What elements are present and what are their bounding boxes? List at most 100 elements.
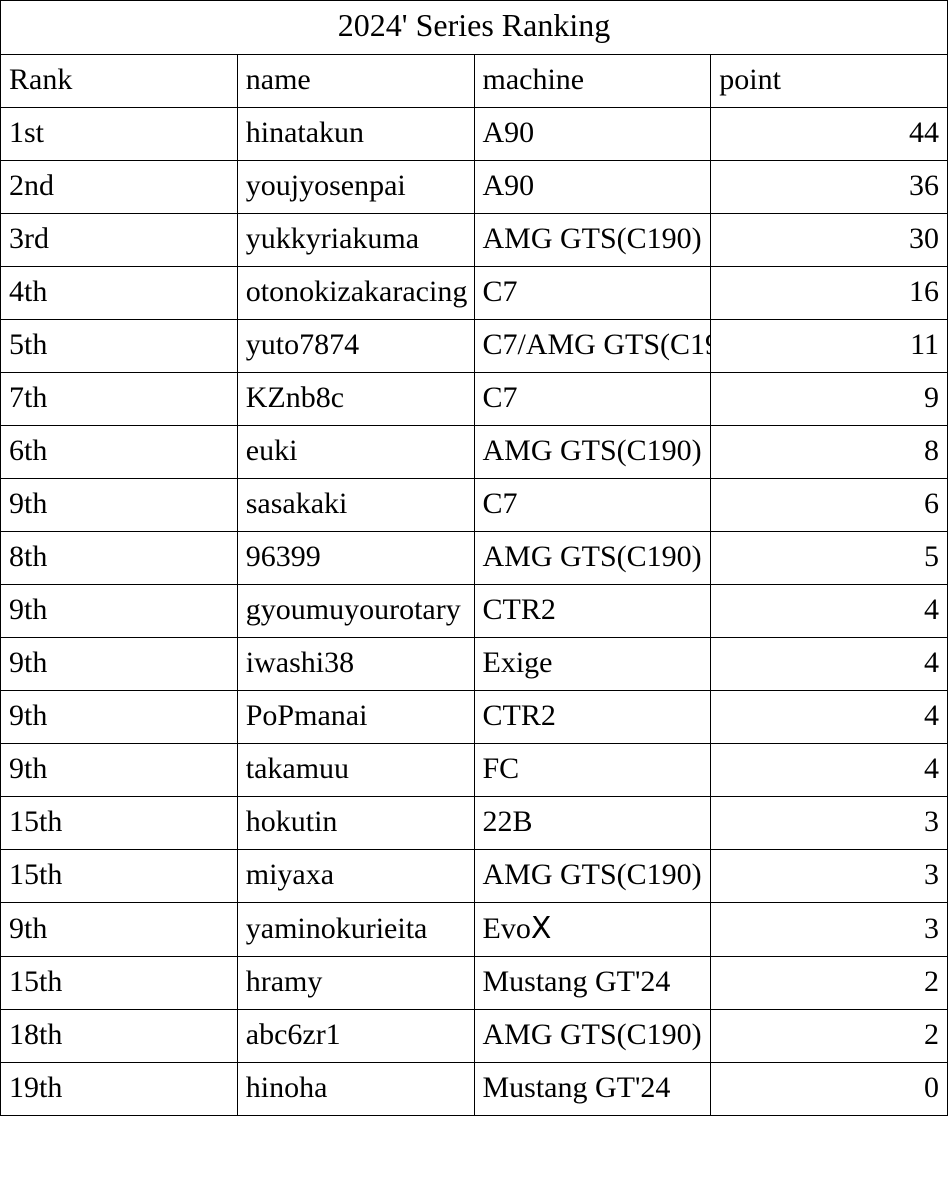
cell-rank: 9th	[1, 903, 238, 957]
cell-machine: Mustang GT'24	[474, 1063, 711, 1116]
header-machine: machine	[474, 55, 711, 108]
title-row: 2024' Series Ranking	[1, 1, 948, 55]
cell-rank: 15th	[1, 797, 238, 850]
cell-machine: C7	[474, 479, 711, 532]
cell-point: 11	[711, 320, 948, 373]
cell-machine: C7	[474, 373, 711, 426]
cell-rank: 9th	[1, 638, 238, 691]
cell-rank: 15th	[1, 850, 238, 903]
cell-point: 36	[711, 161, 948, 214]
cell-name: yukkyriakuma	[237, 214, 474, 267]
table-row: 18thabc6zr1AMG GTS(C190)2	[1, 1010, 948, 1063]
cell-rank: 15th	[1, 957, 238, 1010]
cell-rank: 7th	[1, 373, 238, 426]
cell-name: iwashi38	[237, 638, 474, 691]
cell-rank: 1st	[1, 108, 238, 161]
cell-machine: CTR2	[474, 585, 711, 638]
cell-name: hinoha	[237, 1063, 474, 1116]
cell-name: hinatakun	[237, 108, 474, 161]
header-row: Rank name machine point	[1, 55, 948, 108]
cell-name: youjyosenpai	[237, 161, 474, 214]
cell-name: yaminokurieita	[237, 903, 474, 957]
cell-name: euki	[237, 426, 474, 479]
cell-name: hramy	[237, 957, 474, 1010]
cell-name: gyoumuyourotary	[237, 585, 474, 638]
table-row: 9thtakamuuFC4	[1, 744, 948, 797]
cell-machine: Exige	[474, 638, 711, 691]
table-row: 5thyuto7874C7/AMG GTS(C190)11	[1, 320, 948, 373]
cell-machine: AMG GTS(C190)	[474, 850, 711, 903]
cell-machine: C7/AMG GTS(C190)	[474, 320, 711, 373]
cell-rank: 9th	[1, 479, 238, 532]
cell-rank: 2nd	[1, 161, 238, 214]
header-point: point	[711, 55, 948, 108]
cell-rank: 9th	[1, 691, 238, 744]
ranking-table-body: 2024' Series Ranking Rank name machine p…	[1, 1, 948, 1116]
cell-name: miyaxa	[237, 850, 474, 903]
table-row: 9thyaminokurieitaEvoⅩ3	[1, 903, 948, 957]
cell-point: 6	[711, 479, 948, 532]
cell-name: 96399	[237, 532, 474, 585]
cell-machine: EvoⅩ	[474, 903, 711, 957]
cell-point: 16	[711, 267, 948, 320]
cell-machine: FC	[474, 744, 711, 797]
cell-machine: AMG GTS(C190)	[474, 426, 711, 479]
header-rank: Rank	[1, 55, 238, 108]
cell-point: 3	[711, 850, 948, 903]
cell-rank: 3rd	[1, 214, 238, 267]
cell-machine: Mustang GT'24	[474, 957, 711, 1010]
table-row: 15thmiyaxaAMG GTS(C190)3	[1, 850, 948, 903]
cell-rank: 9th	[1, 744, 238, 797]
cell-point: 5	[711, 532, 948, 585]
table-row: 4thotonokizakaracingC716	[1, 267, 948, 320]
cell-rank: 6th	[1, 426, 238, 479]
cell-machine: CTR2	[474, 691, 711, 744]
cell-rank: 5th	[1, 320, 238, 373]
cell-point: 2	[711, 957, 948, 1010]
cell-name: sasakaki	[237, 479, 474, 532]
table-row: 9thgyoumuyourotaryCTR24	[1, 585, 948, 638]
table-row: 7thKZnb8cC79	[1, 373, 948, 426]
cell-point: 8	[711, 426, 948, 479]
cell-rank: 4th	[1, 267, 238, 320]
cell-name: abc6zr1	[237, 1010, 474, 1063]
cell-point: 9	[711, 373, 948, 426]
cell-point: 3	[711, 797, 948, 850]
table-row: 6theukiAMG GTS(C190)8	[1, 426, 948, 479]
cell-machine: AMG GTS(C190)	[474, 214, 711, 267]
cell-name: PoPmanai	[237, 691, 474, 744]
table-row: 19thhinohaMustang GT'240	[1, 1063, 948, 1116]
cell-name: KZnb8c	[237, 373, 474, 426]
cell-name: hokutin	[237, 797, 474, 850]
cell-name: takamuu	[237, 744, 474, 797]
cell-name: otonokizakaracing	[237, 267, 474, 320]
cell-machine: A90	[474, 161, 711, 214]
cell-machine: AMG GTS(C190)	[474, 1010, 711, 1063]
header-name: name	[237, 55, 474, 108]
cell-rank: 8th	[1, 532, 238, 585]
table-row: 15thhramyMustang GT'242	[1, 957, 948, 1010]
cell-point: 4	[711, 691, 948, 744]
table-row: 1sthinatakunA9044	[1, 108, 948, 161]
cell-machine: C7	[474, 267, 711, 320]
table-row: 2ndyoujyosenpaiA9036	[1, 161, 948, 214]
cell-machine: A90	[474, 108, 711, 161]
cell-rank: 19th	[1, 1063, 238, 1116]
table-row: 3rdyukkyriakumaAMG GTS(C190)30	[1, 214, 948, 267]
cell-point: 4	[711, 585, 948, 638]
ranking-table: 2024' Series Ranking Rank name machine p…	[0, 0, 948, 1116]
cell-rank: 9th	[1, 585, 238, 638]
cell-machine: 22B	[474, 797, 711, 850]
table-row: 8th96399AMG GTS(C190)5	[1, 532, 948, 585]
table-row: 9thPoPmanaiCTR24	[1, 691, 948, 744]
cell-point: 4	[711, 744, 948, 797]
cell-point: 2	[711, 1010, 948, 1063]
cell-machine: AMG GTS(C190)	[474, 532, 711, 585]
table-row: 9thsasakakiC76	[1, 479, 948, 532]
cell-rank: 18th	[1, 1010, 238, 1063]
table-row: 15thhokutin22B3	[1, 797, 948, 850]
cell-point: 4	[711, 638, 948, 691]
cell-name: yuto7874	[237, 320, 474, 373]
cell-point: 30	[711, 214, 948, 267]
table-row: 9thiwashi38Exige4	[1, 638, 948, 691]
